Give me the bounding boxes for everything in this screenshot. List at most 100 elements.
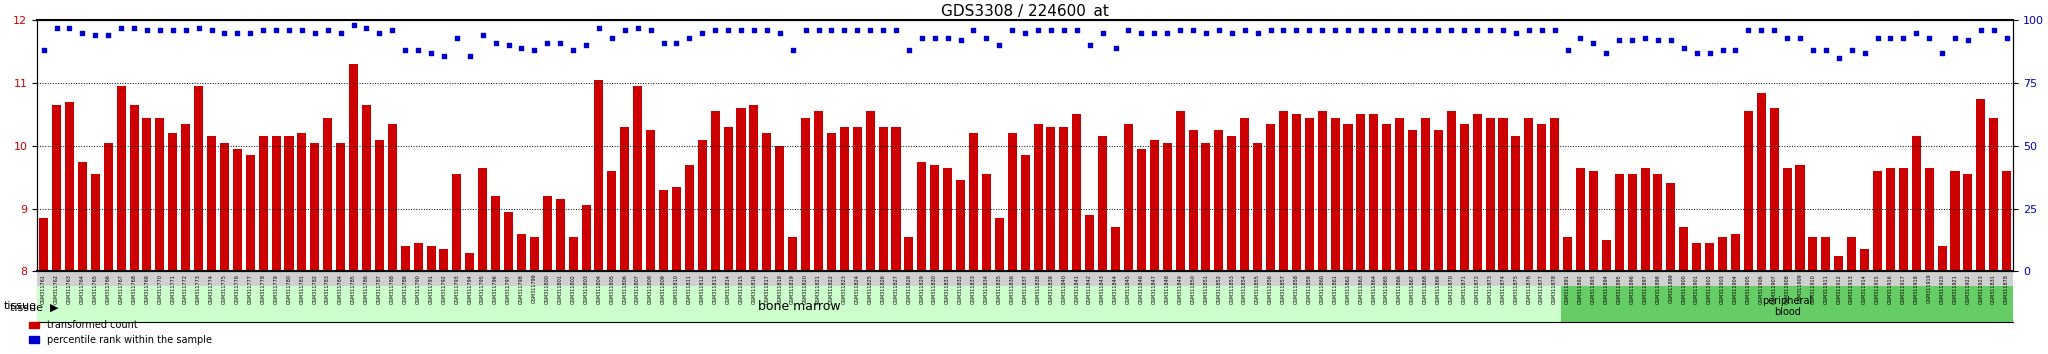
Point: [545, 40, 578, 46]
Point: [1757, 28, 1790, 33]
Point: [209, 30, 242, 36]
Point: [492, 42, 524, 48]
Text: GSM311792: GSM311792: [442, 274, 446, 304]
Point: [1409, 28, 1442, 33]
Text: GSM311848: GSM311848: [1165, 274, 1169, 304]
Point: [1978, 28, 2011, 33]
Text: GSM311776: GSM311776: [236, 274, 240, 304]
Point: [377, 28, 410, 33]
Point: [596, 35, 629, 41]
Text: GSM311796: GSM311796: [494, 274, 498, 304]
Point: [1346, 28, 1378, 33]
Bar: [1706, 243, 1714, 271]
Bar: [1679, 227, 1688, 271]
Point: [1421, 28, 1454, 33]
Bar: [117, 86, 125, 271]
Point: [893, 48, 926, 53]
Bar: [672, 187, 682, 271]
Point: [737, 28, 770, 33]
Bar: [1911, 136, 1921, 271]
Text: GSM311862: GSM311862: [1346, 274, 1350, 304]
Bar: [1356, 114, 1366, 271]
Point: [479, 40, 512, 46]
Text: GSM311799: GSM311799: [532, 274, 537, 303]
Point: [1628, 35, 1661, 41]
Bar: [90, 174, 100, 271]
Text: GSM311891: GSM311891: [1565, 274, 1571, 304]
Bar: [1137, 149, 1147, 271]
Text: GSM311835: GSM311835: [997, 274, 1001, 304]
Point: [1307, 28, 1339, 33]
Text: GSM311768: GSM311768: [131, 274, 137, 304]
Point: [1862, 35, 1894, 41]
Text: GSM311867: GSM311867: [1411, 274, 1415, 304]
Text: GSM311771: GSM311771: [170, 274, 176, 304]
Text: GSM311873: GSM311873: [1487, 274, 1493, 304]
Point: [1679, 50, 1712, 56]
Point: [956, 28, 989, 33]
Bar: [1718, 237, 1726, 271]
Bar: [37, 271, 2013, 286]
Bar: [1409, 130, 1417, 271]
Bar: [1808, 237, 1817, 271]
Bar: [918, 161, 926, 271]
Text: GSM311798: GSM311798: [518, 274, 524, 304]
Bar: [180, 124, 190, 271]
Bar: [324, 118, 332, 271]
Bar: [1485, 118, 1495, 271]
Text: GSM311838: GSM311838: [1036, 274, 1040, 304]
Text: GSM311815: GSM311815: [739, 274, 743, 304]
Bar: [1563, 237, 1573, 271]
Bar: [1835, 256, 1843, 271]
Point: [725, 28, 758, 33]
Text: GSM311863: GSM311863: [1358, 274, 1364, 304]
Bar: [1331, 118, 1339, 271]
Bar: [1034, 124, 1042, 271]
Text: GSM311767: GSM311767: [119, 274, 123, 304]
Bar: [582, 205, 590, 271]
Point: [1292, 28, 1325, 33]
Text: GSM311764: GSM311764: [80, 274, 84, 304]
Text: GSM311923: GSM311923: [1978, 274, 1982, 304]
Text: GSM311825: GSM311825: [868, 274, 872, 304]
Point: [944, 38, 977, 43]
Bar: [195, 86, 203, 271]
Text: GSM311876: GSM311876: [1526, 274, 1532, 304]
Bar: [776, 146, 784, 271]
Text: GSM311861: GSM311861: [1333, 274, 1337, 304]
Point: [428, 53, 461, 58]
Text: GSM311824: GSM311824: [854, 274, 860, 304]
Text: GSM311914: GSM311914: [1862, 274, 1868, 304]
Text: GSM311791: GSM311791: [428, 274, 434, 304]
Point: [608, 28, 641, 33]
Bar: [801, 118, 811, 271]
Bar: [1073, 114, 1081, 271]
Text: GSM311909: GSM311909: [1798, 274, 1802, 303]
Point: [1253, 28, 1286, 33]
Bar: [969, 133, 979, 271]
Bar: [375, 139, 383, 271]
Bar: [840, 127, 848, 271]
Point: [1550, 48, 1583, 53]
Bar: [285, 136, 293, 271]
Point: [389, 48, 422, 53]
Bar: [504, 212, 514, 271]
Text: GSM311829: GSM311829: [920, 274, 924, 304]
Point: [1511, 28, 1544, 33]
Bar: [1395, 118, 1405, 271]
Point: [1772, 35, 1804, 41]
Text: GSM311797: GSM311797: [506, 274, 512, 304]
Point: [1796, 48, 1829, 53]
Point: [1436, 28, 1468, 33]
Text: GSM311864: GSM311864: [1372, 274, 1376, 304]
Text: GSM311897: GSM311897: [1642, 274, 1647, 304]
Text: GSM311840: GSM311840: [1061, 274, 1067, 304]
Point: [362, 30, 395, 36]
Text: GSM311808: GSM311808: [647, 274, 653, 304]
Text: GSM311858: GSM311858: [1294, 274, 1298, 304]
Text: GSM311811: GSM311811: [686, 274, 692, 304]
Bar: [387, 124, 397, 271]
Bar: [1434, 130, 1444, 271]
Text: GSM311856: GSM311856: [1268, 274, 1274, 304]
Point: [788, 28, 821, 33]
